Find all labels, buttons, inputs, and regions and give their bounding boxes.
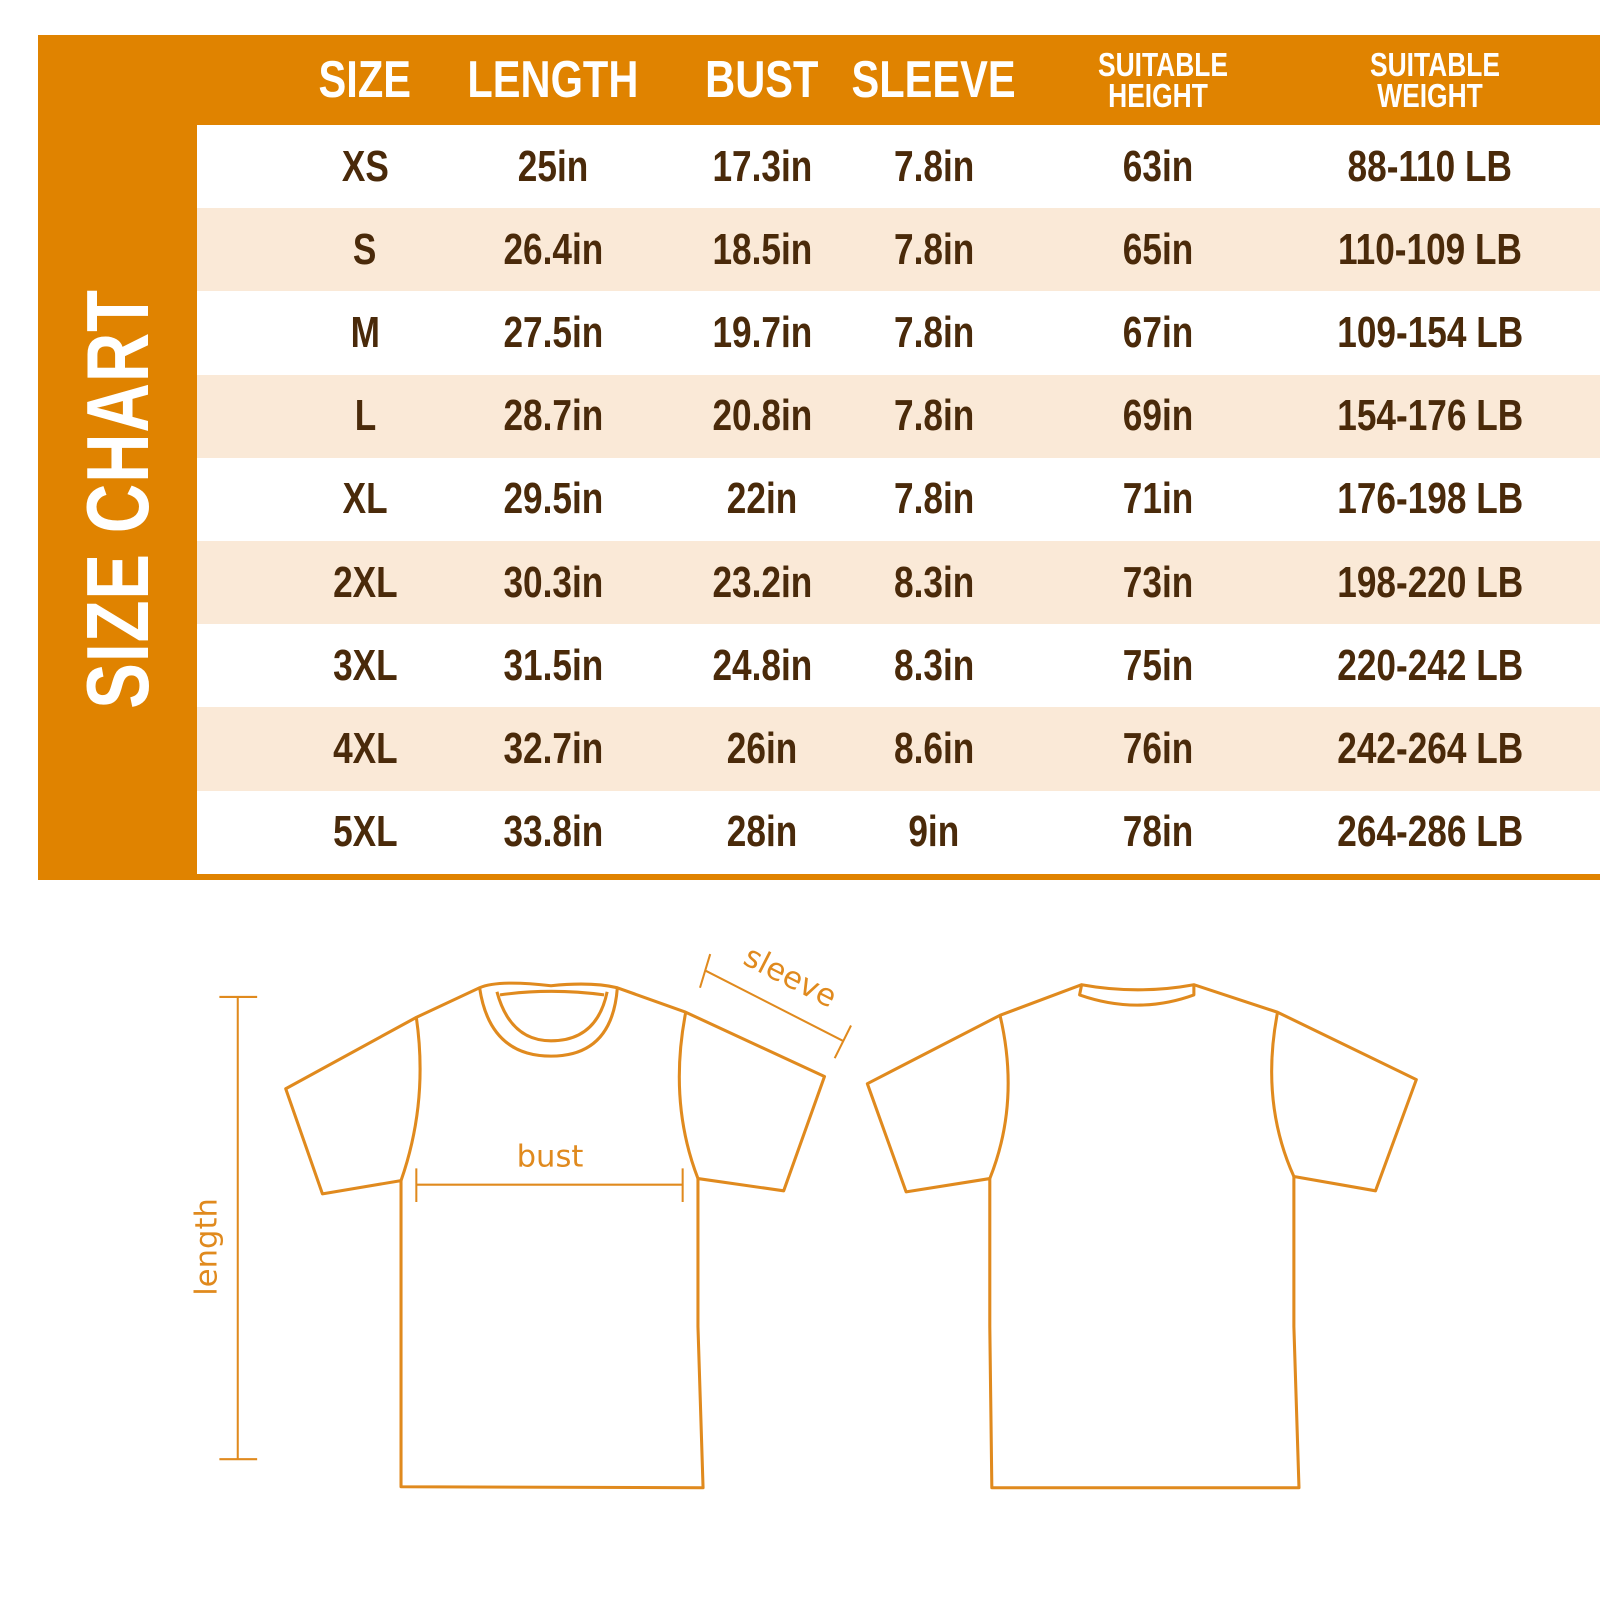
back-armhole-right [1270, 1011, 1296, 1178]
table-header: SIZE LENGTH BUST SLEEVE SUITABLE HEIGHT … [0, 35, 1600, 125]
cell-sleeve: 8.6in [893, 723, 975, 773]
back-tshirt-outline [865, 983, 1418, 1490]
cell-bust: 22in [726, 474, 798, 524]
cell-bust: 24.8in [712, 640, 812, 690]
cell-height: 76in [1122, 723, 1194, 773]
cell-weight: 88-110 LB [1347, 141, 1513, 191]
table-row: 5XL 33.8in 28in 9in 78in 264-286 LB [197, 790, 1600, 874]
cell-sleeve: 7.8in [893, 307, 975, 357]
cell-length: 28.7in [503, 391, 603, 441]
cell-height: 71in [1122, 474, 1194, 524]
cell-bust: 17.3in [712, 141, 812, 191]
cell-height: 73in [1122, 557, 1194, 607]
header-height: SUITABLE HEIGHT [1098, 46, 1229, 114]
header-size: SIZE [318, 51, 412, 109]
cell-sleeve: 7.8in [893, 224, 975, 274]
cell-size: L [354, 391, 376, 441]
cell-size: S [353, 224, 377, 274]
table-row: 3XL 31.5in 24.8in 8.3in 75in 220-242 LB [197, 624, 1600, 708]
cell-bust: 28in [726, 807, 798, 857]
length-measure-line [219, 995, 258, 1461]
cell-weight: 242-264 LB [1337, 723, 1523, 773]
cell-length: 32.7in [503, 723, 603, 773]
table-row: M 27.5in 19.7in 7.8in 67in 109-154 LB [197, 291, 1600, 375]
cell-length: 30.3in [503, 557, 603, 607]
front-armhole-right [677, 1011, 700, 1180]
bust-label: bust [517, 1139, 584, 1174]
cell-length: 25in [517, 141, 589, 191]
cell-bust: 19.7in [712, 307, 812, 357]
cell-height: 75in [1122, 640, 1194, 690]
table-row: XS 25in 17.3in 7.8in 63in 88-110 LB [197, 125, 1600, 209]
table-row: L 28.7in 20.8in 7.8in 69in 154-176 LB [197, 374, 1600, 458]
front-tshirt-outline [284, 981, 827, 1490]
cell-sleeve: 7.8in [893, 391, 975, 441]
cell-bust: 18.5in [712, 224, 812, 274]
cell-height: 78in [1122, 807, 1194, 857]
table-row: 2XL 30.3in 23.2in 8.3in 73in 198-220 LB [197, 540, 1600, 625]
cell-height: 65in [1122, 224, 1194, 274]
cell-height: 67in [1122, 307, 1194, 357]
cell-bust: 26in [726, 723, 798, 773]
bust-measure-line [415, 1168, 684, 1203]
cell-weight: 109-154 LB [1337, 307, 1523, 357]
cell-bust: 20.8in [712, 391, 812, 441]
cell-sleeve: 7.8in [893, 141, 975, 191]
table-row: 4XL 32.7in 26in 8.6in 76in 242-264 LB [197, 707, 1600, 791]
cell-length: 29.5in [503, 474, 603, 524]
header-bust: BUST [705, 51, 819, 109]
cell-size: 2XL [332, 557, 398, 607]
cell-height: 69in [1122, 391, 1194, 441]
cell-sleeve: 8.3in [893, 640, 975, 690]
table-body: XS 25in 17.3in 7.8in 63in 88-110 LB S 26.4in 18.… [197, 125, 1600, 874]
cell-size: 3XL [332, 640, 398, 690]
cell-weight: 110-109 LB [1338, 224, 1522, 274]
cell-sleeve: 9in [908, 807, 960, 857]
table-row: S 26.4in 18.5in 7.8in 65in 110-109 LB [197, 208, 1600, 292]
cell-length: 26.4in [503, 224, 603, 274]
cell-length: 31.5in [503, 640, 603, 690]
sleeve-measure-line [699, 953, 852, 1059]
length-label: length [189, 1198, 224, 1296]
cell-size: 5XL [332, 807, 398, 857]
cell-size: XS [341, 141, 389, 191]
cell-sleeve: 8.3in [893, 557, 975, 607]
cell-length: 33.8in [503, 807, 603, 857]
cell-length: 27.5in [503, 307, 603, 357]
cell-sleeve: 7.8in [893, 474, 975, 524]
back-armhole-left [988, 1014, 1010, 1180]
front-armhole-left [399, 1017, 422, 1182]
header-sleeve: SLEEVE [851, 51, 1017, 109]
cell-weight: 198-220 LB [1337, 557, 1523, 607]
cell-size: 4XL [332, 723, 398, 773]
front-collar [478, 987, 619, 1058]
cell-height: 63in [1122, 141, 1194, 191]
cell-weight: 154-176 LB [1337, 391, 1523, 441]
cell-bust: 23.2in [712, 557, 812, 607]
header-length: LENGTH [467, 51, 639, 109]
cell-size: XL [342, 474, 388, 524]
cell-weight: 220-242 LB [1337, 640, 1523, 690]
back-collar [1078, 984, 1196, 1007]
table-row: XL 29.5in 22in 7.8in 71in 176-198 LB [197, 457, 1600, 541]
cell-size: M [350, 307, 380, 357]
header-weight: SUITABLE WEIGHT [1370, 46, 1501, 114]
cell-weight: 264-286 LB [1337, 807, 1523, 857]
sleeve-label: sleeve [738, 939, 842, 1015]
cell-weight: 176-198 LB [1337, 474, 1523, 524]
